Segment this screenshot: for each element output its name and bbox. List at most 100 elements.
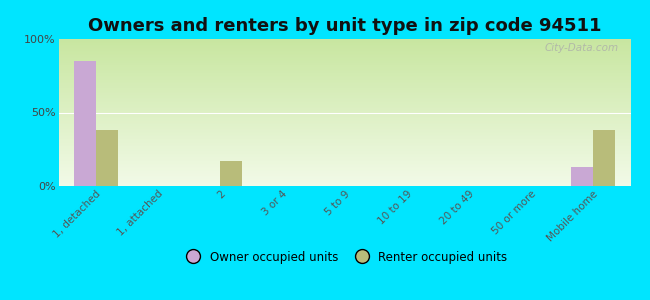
Bar — [58, 64, 630, 65]
Bar — [58, 167, 630, 168]
Bar — [58, 129, 630, 130]
Bar — [58, 114, 630, 116]
Bar — [58, 85, 630, 86]
Bar — [58, 184, 630, 186]
Bar — [58, 152, 630, 154]
Bar — [58, 171, 630, 173]
Bar — [58, 60, 630, 61]
Bar — [58, 62, 630, 64]
Bar — [58, 134, 630, 136]
Bar — [58, 80, 630, 82]
Bar — [58, 46, 630, 48]
Bar — [58, 155, 630, 157]
Bar — [58, 146, 630, 148]
Bar — [58, 70, 630, 71]
Bar — [58, 112, 630, 114]
Bar — [58, 98, 630, 99]
Bar — [58, 124, 630, 126]
Bar — [58, 130, 630, 132]
Bar — [58, 79, 630, 80]
Bar — [58, 154, 630, 155]
Bar — [58, 83, 630, 85]
Bar — [58, 139, 630, 140]
Bar — [58, 40, 630, 42]
Bar — [58, 57, 630, 58]
Bar — [58, 163, 630, 164]
Bar — [58, 145, 630, 146]
Bar — [58, 49, 630, 51]
Bar — [58, 48, 630, 49]
Bar — [58, 173, 630, 174]
Bar — [58, 82, 630, 83]
Bar — [58, 42, 630, 44]
Bar — [58, 132, 630, 133]
Bar — [58, 93, 630, 95]
Bar — [58, 143, 630, 145]
Bar — [58, 106, 630, 108]
Bar — [58, 180, 630, 182]
Bar — [58, 160, 630, 161]
Bar — [58, 116, 630, 117]
Bar — [58, 149, 630, 151]
Bar — [58, 121, 630, 123]
Bar — [58, 74, 630, 76]
Bar — [58, 45, 630, 46]
Bar — [58, 164, 630, 165]
Bar — [58, 73, 630, 74]
Bar — [58, 178, 630, 180]
Bar — [58, 127, 630, 129]
Bar — [58, 111, 630, 112]
Bar — [58, 142, 630, 143]
Bar — [58, 44, 630, 45]
Bar — [58, 158, 630, 160]
Bar — [58, 120, 630, 121]
Bar — [58, 61, 630, 62]
Bar — [58, 136, 630, 137]
Bar — [58, 118, 630, 120]
Bar — [58, 137, 630, 139]
Bar — [58, 99, 630, 101]
Bar — [58, 161, 630, 163]
Bar — [58, 65, 630, 67]
Bar — [58, 52, 630, 54]
Bar — [58, 68, 630, 70]
Bar — [571, 167, 593, 186]
Bar — [58, 174, 630, 176]
Bar — [58, 165, 630, 167]
Bar — [58, 183, 630, 184]
Bar — [58, 51, 630, 52]
Bar — [58, 157, 630, 158]
Bar — [58, 126, 630, 127]
Bar — [58, 168, 630, 170]
Bar — [58, 151, 630, 152]
Bar — [58, 140, 630, 142]
Bar — [58, 133, 630, 134]
Bar — [58, 182, 630, 183]
Bar — [58, 176, 630, 177]
Bar — [58, 55, 630, 57]
Bar — [58, 88, 630, 89]
Bar — [58, 54, 630, 55]
Bar — [58, 101, 630, 102]
Bar — [58, 91, 630, 92]
Bar — [58, 76, 630, 77]
Bar — [58, 123, 630, 124]
Bar — [58, 108, 630, 110]
Bar — [58, 86, 630, 88]
Bar — [58, 71, 630, 73]
Bar — [58, 67, 630, 68]
Bar — [58, 95, 630, 96]
Bar — [58, 77, 630, 79]
Bar — [58, 39, 630, 40]
Bar — [58, 92, 630, 93]
Bar — [58, 104, 630, 105]
Bar — [58, 96, 630, 98]
Bar — [58, 102, 630, 104]
Bar — [58, 117, 630, 118]
Bar — [58, 170, 630, 171]
Text: City-Data.com: City-Data.com — [545, 44, 619, 53]
Bar — [58, 89, 630, 90]
Title: Owners and renters by unit type in zip code 94511: Owners and renters by unit type in zip c… — [88, 17, 601, 35]
Legend: Owner occupied units, Renter occupied units: Owner occupied units, Renter occupied un… — [177, 246, 512, 268]
Bar — [593, 130, 615, 186]
